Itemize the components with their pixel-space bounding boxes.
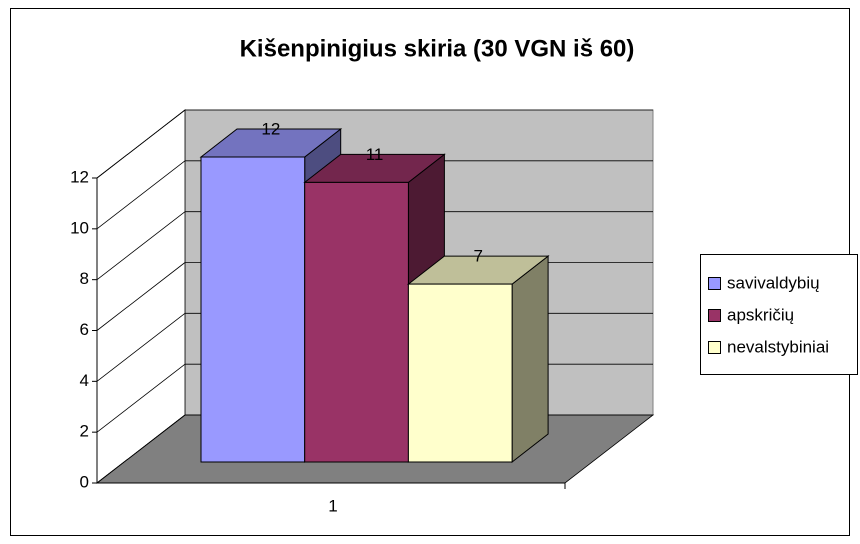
data-label: 12 [261,119,280,138]
y-tick-label: 0 [80,472,89,491]
legend-label: nevalstybiniai [727,337,829,356]
grid-line [96,160,186,230]
bar [407,283,513,463]
grid-line [96,109,186,179]
legend-box [700,254,858,375]
y-tick-label: 2 [80,422,89,441]
grid-line [96,262,186,331]
legend-label: apskričių [727,305,794,324]
legend-swatch [708,341,721,354]
legend-swatch [708,309,721,322]
bar [200,156,306,463]
legend-swatch [708,277,721,290]
grid-line [96,211,186,280]
y-tick-label: 6 [80,320,89,339]
y-tick-label: 4 [80,371,89,390]
data-label: 11 [366,145,384,164]
legend-label: savivaldybių [727,273,820,292]
chart-title: Kišenpinigius skiria (30 VGN iš 60) [240,35,635,62]
grid-line [96,414,186,484]
grid-line [96,363,186,433]
y-tick-label: 8 [80,269,89,288]
data-label: 7 [474,247,483,266]
x-tick-label: 1 [328,496,337,515]
bar-side [511,255,549,464]
bar [304,181,409,463]
y-tick-label: 10 [70,218,89,237]
y-tick-label: 12 [70,167,89,186]
grid-line [96,313,186,382]
